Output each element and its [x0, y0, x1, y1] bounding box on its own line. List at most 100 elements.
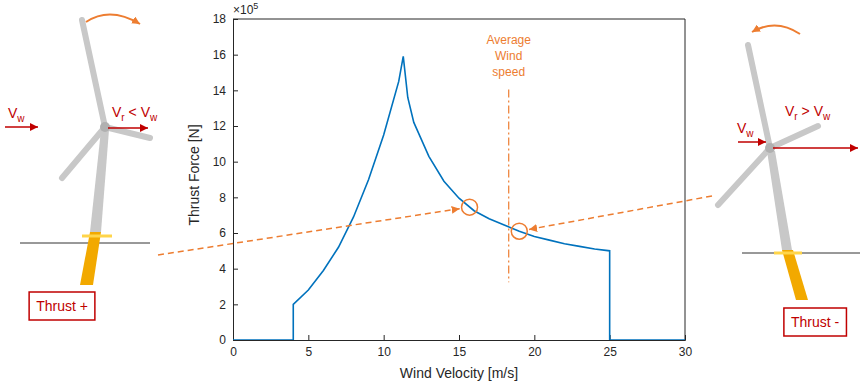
y-tick-label: 18: [213, 12, 227, 26]
y-scale-exponent: 5: [253, 1, 258, 11]
wind-arrow: [738, 141, 766, 143]
x-tick: 10: [377, 335, 391, 359]
x-axis-title: Wind Velocity [m/s]: [400, 365, 518, 381]
x-tick: 15: [453, 335, 467, 359]
x-tick-mark: [384, 335, 385, 340]
x-tick-label: 10: [377, 345, 391, 359]
y-scale-label: ×105: [233, 1, 258, 17]
y-tick-label: 4: [219, 262, 226, 276]
label-part: > V: [798, 103, 824, 119]
x-tick-label: 15: [453, 345, 467, 359]
plot-area: [233, 56, 685, 340]
leader-arrow: [158, 209, 460, 255]
y-scale-base: ×10: [233, 3, 254, 17]
turbine-illustration: Vw Vr < Vw Thrust +: [5, 14, 158, 320]
sea-level-line: [20, 243, 150, 244]
rotor-arrow: [773, 147, 858, 149]
wind-label: Vw: [8, 105, 25, 124]
plot-background: [233, 19, 685, 340]
label-subscript: w: [16, 113, 25, 124]
hub: [100, 122, 110, 132]
y-tick-mark: [233, 197, 238, 198]
y-tick-mark: [233, 340, 238, 341]
y-tick-label: 16: [213, 48, 227, 62]
average-wind-label-line: Average: [486, 33, 531, 47]
label-subscript: w: [149, 112, 158, 123]
y-tick: 0: [219, 333, 238, 347]
rotor-label: Vr < Vw: [112, 104, 158, 123]
thrust-label-box: [784, 308, 847, 336]
y-tick: 8: [219, 191, 238, 205]
x-axis: 0 5 10 15 20 25 30: [230, 335, 692, 359]
y-tick-label: 6: [219, 226, 226, 240]
rotor-label: Vr > Vw: [785, 103, 831, 122]
tower-flange: [774, 252, 802, 255]
label-subscript: w: [822, 111, 831, 122]
y-tick-mark: [233, 55, 238, 56]
x-tick-label: 30: [679, 345, 693, 359]
annotations: Vw Vr < Vw Thrust + Vw Vr > Vw Thrust -: [5, 14, 860, 336]
y-tick-mark: [233, 162, 238, 163]
average-wind-label-line: Wind: [495, 49, 522, 63]
leader-arrow: [529, 196, 712, 229]
x-tick-mark: [534, 335, 535, 340]
sea-level-line: [742, 253, 860, 254]
y-tick-mark: [233, 233, 238, 234]
y-tick-mark: [233, 90, 238, 91]
turbine-illustration: Vw Vr > Vw Thrust -: [718, 25, 860, 336]
y-tick: 6: [219, 226, 238, 240]
y-tick-label: 2: [219, 298, 226, 312]
y-tick-mark: [233, 304, 238, 305]
blade: [718, 148, 770, 205]
tower-foundation: [80, 232, 101, 285]
average-wind-label-line: speed: [492, 65, 525, 79]
thrust-label: Thrust +: [36, 298, 88, 314]
plot-frame-right: [685, 19, 686, 340]
label-part: < V: [125, 104, 151, 120]
y-tick: 12: [213, 119, 238, 133]
y-tick-mark: [233, 126, 238, 127]
y-tick-label: 14: [213, 84, 227, 98]
y-tick: 14: [213, 84, 238, 98]
highlight-circle: [462, 199, 478, 215]
tower-upper: [767, 151, 792, 250]
rotation-arrow: [752, 25, 800, 34]
average-wind-line: [508, 90, 509, 283]
thrust-curve: [233, 56, 685, 340]
x-tick-label: 25: [603, 345, 617, 359]
x-tick-label: 0: [230, 345, 237, 359]
tower-foundation: [782, 250, 808, 300]
blade: [105, 127, 150, 138]
y-axis: 0 2 4 6 8 10 12 14 16 18: [213, 12, 238, 347]
blade: [62, 127, 105, 178]
rotor-arrow: [108, 127, 148, 129]
thrust-label: Thrust -: [791, 314, 840, 330]
y-tick-label: 0: [219, 333, 226, 347]
blade: [82, 20, 105, 127]
x-tick: 20: [528, 335, 542, 359]
y-tick: 10: [213, 155, 238, 169]
wind-arrow: [5, 126, 38, 128]
x-tick: 5: [305, 335, 312, 359]
y-tick-label: 12: [213, 119, 227, 133]
plot-frame-top: [233, 19, 685, 20]
wind-label: Vw: [737, 120, 754, 139]
x-tick: 30: [679, 335, 693, 359]
highlight-circle: [511, 223, 527, 239]
y-axis-title: Thrust Force [N]: [186, 124, 202, 225]
y-tick-label: 8: [219, 191, 226, 205]
y-tick-mark: [233, 269, 238, 270]
thrust-label-box: [29, 292, 95, 320]
label-subscript: w: [745, 128, 754, 139]
y-tick: 2: [219, 298, 238, 312]
y-tick-label: 10: [213, 155, 227, 169]
tower-flange: [82, 235, 112, 238]
x-tick-label: 5: [305, 345, 312, 359]
chart-svg: 051015202530024681012141618×105Wind Velo…: [0, 0, 865, 390]
blade: [770, 126, 818, 148]
y-tick: 16: [213, 48, 238, 62]
average-wind-label: Average Wind speed: [486, 33, 531, 79]
x-tick-mark: [459, 335, 460, 340]
y-tick: 4: [219, 262, 238, 276]
x-tick-mark: [308, 335, 309, 340]
